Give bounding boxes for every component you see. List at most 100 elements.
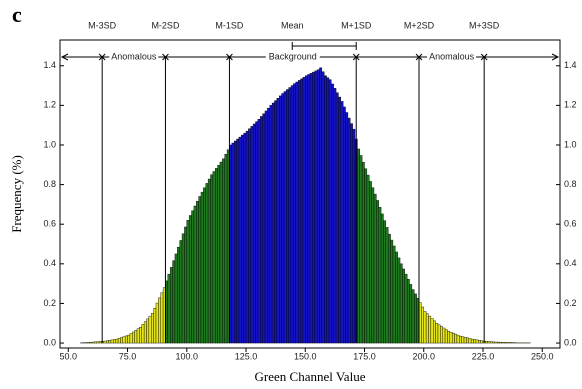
y-tick-label: 0.2 (43, 298, 56, 308)
y-tick-label: 0.2 (564, 298, 577, 308)
histogram-bar (371, 187, 375, 344)
histogram-bar (321, 71, 325, 344)
histogram-bar (153, 307, 157, 344)
x-tick-label: 75.0 (119, 351, 137, 361)
histogram-bar (136, 328, 140, 344)
histogram-bar (501, 342, 505, 344)
y-tick-label: 0.0 (564, 337, 577, 347)
histogram-bar (117, 338, 121, 344)
histogram-bar (191, 210, 195, 344)
histogram-bar (324, 75, 327, 344)
histogram-bar (205, 183, 209, 344)
histogram-bar (203, 187, 206, 344)
histogram-bar (274, 100, 278, 344)
histogram-bar (314, 70, 318, 344)
histogram-bar (127, 334, 131, 344)
histogram-bar (281, 93, 285, 344)
histogram-bar (485, 341, 488, 344)
histogram-bar (373, 193, 377, 344)
histogram-bar (91, 341, 95, 344)
histogram-bar (461, 336, 465, 344)
histogram-bar (506, 342, 510, 344)
histogram-bar (212, 171, 216, 344)
histogram-bar (297, 80, 301, 344)
x-tick-label: 50.0 (60, 351, 78, 361)
arrow-head (551, 53, 560, 61)
histogram-bar (347, 117, 351, 344)
y-tick-label: 1.0 (43, 139, 56, 149)
x-axis-label: Green Channel Value (255, 369, 366, 384)
histogram-bar (425, 313, 429, 344)
histogram-bar (288, 87, 292, 344)
histogram-bar (172, 260, 176, 344)
histogram-bar (470, 338, 474, 344)
reference-label: M+1SD (341, 20, 372, 30)
histogram-bar (302, 77, 306, 344)
histogram-bar (428, 315, 432, 344)
histogram-bar (158, 297, 161, 344)
histogram-bar (89, 342, 93, 344)
histogram-bar (369, 181, 372, 344)
histogram-bar (132, 331, 135, 344)
histogram-bar (331, 83, 334, 344)
histogram-bar (399, 263, 403, 344)
panel-label: c (12, 2, 22, 27)
histogram-bar (207, 178, 211, 344)
annotation-bg (265, 52, 320, 62)
histogram-bar (333, 88, 337, 344)
histogram-bar (295, 81, 299, 344)
histogram-bar (148, 315, 152, 344)
histogram-bar (200, 191, 204, 344)
histogram-bar (305, 75, 308, 344)
reference-label: M-2SD (151, 20, 180, 30)
histogram-bar (357, 148, 360, 344)
histogram-bar (475, 339, 479, 344)
y-tick-label: 0.0 (43, 337, 56, 347)
histogram-bar (487, 341, 491, 344)
histogram-bar (307, 74, 311, 344)
histogram-bar (383, 220, 387, 344)
histogram-bar (312, 71, 315, 344)
histogram-bar (466, 337, 469, 344)
y-tick-label: 0.8 (564, 179, 577, 189)
x-tick-label: 250.0 (531, 351, 554, 361)
y-tick-label: 1.4 (43, 60, 56, 70)
y-tick-label: 1.4 (564, 60, 577, 70)
histogram-bar (224, 154, 228, 344)
histogram-bar (210, 174, 214, 344)
histogram-bar (449, 331, 453, 344)
histogram-bar (440, 326, 443, 344)
histogram-bar (376, 200, 379, 344)
histogram-bar (167, 273, 171, 344)
histogram-bar (276, 98, 280, 344)
reference-label: M+3SD (469, 20, 500, 30)
histogram-bar (340, 101, 344, 344)
histogram-bar (497, 341, 500, 344)
histogram-bar (186, 220, 190, 344)
histogram-bar (264, 110, 268, 344)
histogram-bar (395, 251, 398, 344)
histogram-bar (231, 142, 235, 344)
reference-label: M-3SD (88, 20, 117, 30)
histogram-bar (359, 155, 363, 344)
histogram-bar (139, 327, 142, 344)
histogram-bar (267, 107, 270, 344)
histogram-bar (155, 302, 159, 344)
x-tick-label: 225.0 (472, 351, 495, 361)
annotation-bg (109, 52, 159, 62)
histogram-bar (338, 96, 342, 344)
range-annotation: Background (269, 51, 317, 61)
histogram-bar (504, 342, 507, 344)
histogram-bar (406, 279, 410, 344)
histogram-bar (444, 329, 448, 344)
range-annotation: Anomalous (111, 51, 157, 61)
histogram-bar (433, 320, 436, 344)
histogram-bar (390, 239, 394, 344)
x-tick-label: 200.0 (412, 351, 435, 361)
histogram-bar (468, 338, 472, 344)
y-tick-label: 1.0 (564, 139, 577, 149)
histogram-bar (345, 112, 349, 344)
y-tick-label: 0.4 (564, 258, 577, 268)
histogram-bar (319, 67, 323, 344)
histogram-bar (447, 330, 451, 344)
